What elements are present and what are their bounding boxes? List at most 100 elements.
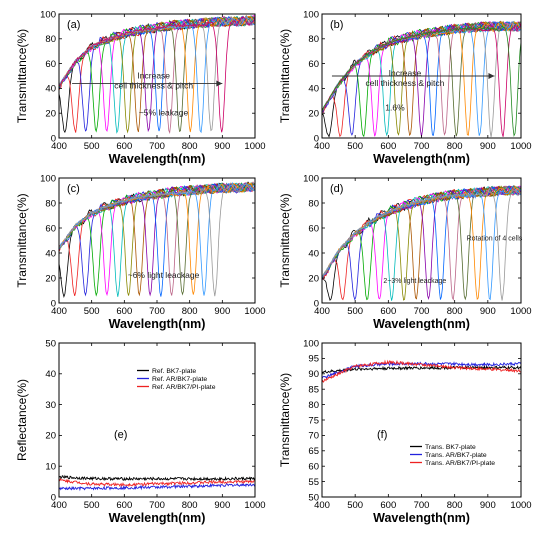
y-tick-label: 80 <box>308 34 319 45</box>
panel-label: (d) <box>330 183 343 195</box>
annotation-text: ~5% leakage <box>139 108 189 118</box>
y-tick-label: 100 <box>303 9 319 20</box>
x-tick-label: 1000 <box>510 306 531 317</box>
chart-panel-5: 400 500 600 700 800 900 1000 50 55 60 65 70 75 80 85 90… <box>278 338 532 525</box>
x-tick-label: 900 <box>214 500 230 511</box>
y-tick-label: 85 <box>308 385 319 396</box>
y-tick-label: 75 <box>308 415 319 426</box>
chart-panel-4: 400 500 600 700 800 900 1000 0 10 20 30 40 50 Wavelen… <box>15 338 266 525</box>
x-tick-label: 900 <box>480 500 496 511</box>
x-tick-label: 1000 <box>510 141 531 152</box>
annotation-text: ~6% light leackage <box>128 270 200 280</box>
panel-label: (a) <box>67 19 80 31</box>
x-tick-label: 700 <box>149 500 165 511</box>
spectrum-dip-curve <box>59 16 255 132</box>
y-tick-label: 0 <box>314 133 319 144</box>
x-tick-label: 700 <box>149 306 165 317</box>
chart-panel-0: 400 500 600 700 800 900 1000 0 20 40 60 80 100 Wavele… <box>15 9 266 166</box>
y-tick-label: 100 <box>40 173 56 184</box>
x-tick-label: 400 <box>51 141 67 152</box>
panel-label: (b) <box>330 19 343 31</box>
x-tick-label: 1000 <box>244 141 265 152</box>
y-axis-label: Transmittance(%) <box>15 193 29 287</box>
spectrum-dip-curve <box>59 181 255 296</box>
y-tick-label: 60 <box>45 59 56 70</box>
series-line <box>59 474 255 482</box>
chart-panel-2: 400 500 600 700 800 900 1000 0 20 40 60 80 100 Wavele… <box>15 173 266 331</box>
y-tick-label: 80 <box>45 198 56 209</box>
x-axis-label: Wavelength(nm) <box>373 152 470 166</box>
y-tick-label: 0 <box>51 298 56 309</box>
y-tick-label: 30 <box>45 400 56 411</box>
y-tick-label: 0 <box>51 133 56 144</box>
series-line <box>322 359 521 383</box>
y-tick-label: 50 <box>308 492 319 503</box>
x-tick-label: 600 <box>380 500 396 511</box>
plot-area <box>322 359 521 383</box>
x-tick-label: 900 <box>214 141 230 152</box>
x-axis-label: Wavelength(nm) <box>373 511 470 525</box>
x-tick-label: 900 <box>480 141 496 152</box>
x-tick-label: 400 <box>51 500 67 511</box>
arrow-head <box>488 73 495 79</box>
x-axis-label: Wavelength(nm) <box>109 152 206 166</box>
x-tick-label: 400 <box>314 306 330 317</box>
legend-label: Ref. AR/BK7/PI-plate <box>152 384 216 391</box>
series-line <box>59 477 255 488</box>
plot-area <box>59 14 255 134</box>
annotation-text: 1.6% <box>385 103 405 113</box>
y-axis-label: Reflectance(%) <box>15 379 29 461</box>
x-tick-label: 1000 <box>510 500 531 511</box>
x-tick-label: 500 <box>347 306 363 317</box>
y-tick-label: 0 <box>314 298 319 309</box>
legend-label: Trans. BK7-plate <box>425 444 476 451</box>
annotation-text: cell thickness & pitch <box>114 80 193 90</box>
plot-area <box>59 181 255 299</box>
y-tick-label: 55 <box>308 477 319 488</box>
y-tick-label: 50 <box>45 338 56 349</box>
x-tick-label: 800 <box>182 306 198 317</box>
y-tick-label: 60 <box>308 59 319 70</box>
x-tick-label: 800 <box>447 141 463 152</box>
spectrum-dip-curve <box>59 15 255 133</box>
x-tick-label: 600 <box>380 141 396 152</box>
plot-area <box>322 20 521 138</box>
y-tick-label: 65 <box>308 446 319 457</box>
legend-label: Ref. BK7-plate <box>152 368 196 375</box>
y-axis-label: Transmittance(%) <box>278 193 292 287</box>
annotation-text: Increase <box>389 68 422 78</box>
x-tick-label: 400 <box>314 500 330 511</box>
x-tick-label: 500 <box>84 500 100 511</box>
x-tick-label: 800 <box>182 141 198 152</box>
series-line <box>59 482 255 492</box>
x-tick-label: 600 <box>116 500 132 511</box>
legend-label: Ref. AR/BK7-plate <box>152 376 207 383</box>
y-tick-label: 80 <box>308 198 319 209</box>
plot-area <box>322 185 521 302</box>
x-tick-label: 600 <box>116 141 132 152</box>
x-tick-label: 500 <box>84 306 100 317</box>
y-axis-label: Transmittance(%) <box>15 29 29 123</box>
x-tick-label: 800 <box>447 500 463 511</box>
y-tick-label: 40 <box>308 248 319 259</box>
y-tick-label: 95 <box>308 354 319 365</box>
y-axis-label: Transmittance(%) <box>278 373 292 467</box>
x-axis-label: Wavelength(nm) <box>109 317 206 331</box>
y-tick-label: 20 <box>308 109 319 120</box>
y-tick-label: 100 <box>303 173 319 184</box>
y-tick-label: 100 <box>303 338 319 349</box>
spectrum-dip-curve <box>59 182 255 297</box>
panel-label: (f) <box>377 429 387 441</box>
x-tick-label: 600 <box>116 306 132 317</box>
x-axis-label: Wavelength(nm) <box>373 317 470 331</box>
x-tick-label: 500 <box>347 141 363 152</box>
x-tick-label: 700 <box>414 141 430 152</box>
x-tick-label: 700 <box>149 141 165 152</box>
y-tick-label: 40 <box>45 84 56 95</box>
annotation-text: 2~3% light leackage <box>383 278 446 285</box>
y-tick-label: 10 <box>45 462 56 473</box>
x-tick-label: 600 <box>380 306 396 317</box>
x-tick-label: 900 <box>214 306 230 317</box>
plot-area <box>59 474 255 492</box>
